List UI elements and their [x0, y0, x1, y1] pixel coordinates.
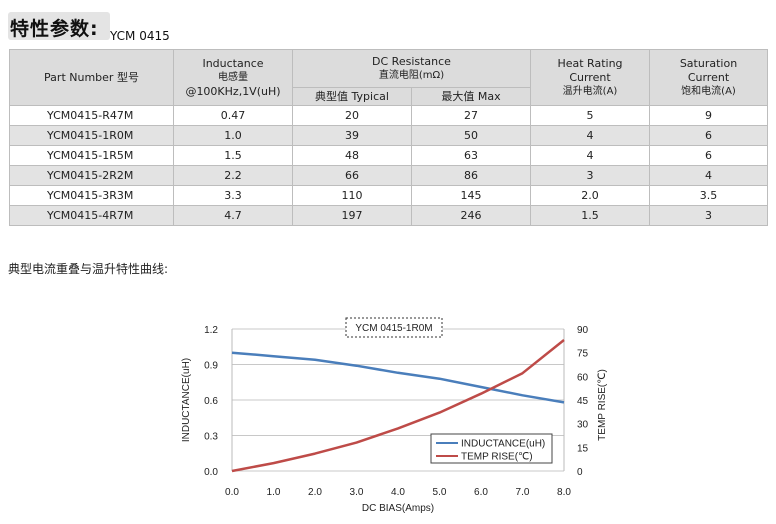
- cell-sat: 4: [649, 165, 768, 186]
- header-sat-cn: 饱和电流(A): [681, 85, 736, 97]
- x-tick-label: 4.0: [391, 487, 405, 498]
- legend-label: INDUCTANCE(uH): [461, 439, 545, 450]
- curve-title: 典型电流重叠与温升特性曲线:: [8, 262, 169, 276]
- y-right-tick-label: 60: [577, 372, 589, 383]
- x-tick-label: 3.0: [350, 487, 364, 498]
- x-tick-label: 1.0: [267, 487, 281, 498]
- table-row: YCM0415-1R0M 1.0 39 50 4 6: [9, 125, 768, 146]
- y-right-tick-label: 75: [577, 349, 589, 360]
- cell-inductance: 4.7: [173, 205, 293, 226]
- cell-dcr-max: 27: [411, 105, 531, 126]
- header-sat-en2: Current: [687, 70, 730, 84]
- y-right-tick-label: 15: [577, 443, 589, 454]
- series-line-temp-rise: [231, 339, 565, 473]
- header-inductance: Inductance 电感量 @100KHz,1V(uH): [173, 49, 293, 106]
- cell-sat: 3: [649, 205, 768, 226]
- table-row: YCM0415-4R7M 4.7 197 246 1.5 3: [9, 205, 768, 226]
- y-right-axis-label: TEMP RISE(℃): [597, 369, 608, 441]
- table-row: YCM0415-3R3M 3.3 110 145 2.0 3.5: [9, 185, 768, 206]
- y-left-tick-label: 0.0: [204, 467, 218, 478]
- header-heat-en2: Current: [569, 70, 611, 84]
- cell-dcr-typ: 20: [292, 105, 412, 126]
- x-tick-label: 8.0: [557, 487, 571, 498]
- header-dcr-cn: 直流电阻(mΩ): [378, 69, 445, 81]
- cell-part: YCM0415-4R7M: [9, 205, 174, 226]
- header-inductance-cond: @100KHz,1V(uH): [185, 84, 281, 98]
- table-row: YCM0415-R47M 0.47 20 27 5 9: [9, 105, 768, 126]
- y-left-tick-label: 0.3: [204, 432, 218, 443]
- header-heat: Heat Rating Current 温升电流(A): [530, 49, 650, 106]
- x-tick-label: 2.0: [308, 487, 322, 498]
- model-name: YCM 0415: [110, 29, 170, 43]
- cell-inductance: 0.47: [173, 105, 293, 126]
- y-left-tick-label: 0.6: [204, 396, 218, 407]
- cell-dcr-typ: 197: [292, 205, 412, 226]
- cell-dcr-max: 50: [411, 125, 531, 146]
- legend-label: TEMP RISE(℃): [461, 452, 533, 463]
- y-left-tick-label: 0.9: [204, 361, 218, 372]
- header-dcr-max: 最大值 Max: [411, 87, 531, 106]
- header-inductance-en: Inductance: [202, 56, 264, 70]
- y-left-tick-label: 1.2: [204, 325, 218, 336]
- x-tick-label: 7.0: [516, 487, 530, 498]
- cell-dcr-typ: 66: [292, 165, 412, 186]
- section-title-box: 特性参数:: [8, 12, 110, 40]
- y-right-tick-label: 0: [577, 467, 583, 478]
- header-heat-cn: 温升电流(A): [562, 85, 618, 97]
- chart-title-box: [345, 317, 443, 338]
- y-left-axis-label: INDUCTANCE(uH): [181, 358, 192, 442]
- x-axis-label: DC BIAS(Amps): [362, 503, 434, 514]
- header-dcr-en: DC Resistance: [372, 54, 451, 68]
- y-right-tick-label: 45: [577, 396, 589, 407]
- spec-table: Part Number 型号 Inductance 电感量 @100KHz,1V…: [9, 49, 768, 226]
- header-inductance-cn: 电感量: [218, 71, 248, 83]
- cell-dcr-max: 246: [411, 205, 531, 226]
- cell-heat: 1.5: [530, 205, 650, 226]
- series-line-inductance: [231, 351, 565, 404]
- y-right-tick-label: 30: [577, 420, 589, 431]
- header-heat-en1: Heat Rating: [557, 56, 623, 70]
- x-tick-label: 5.0: [433, 487, 447, 498]
- section-title: 特性参数:: [10, 18, 99, 40]
- chart-title: YCM 0415-1R0M: [355, 323, 432, 334]
- legend-box: [430, 433, 553, 464]
- x-tick-label: 6.0: [474, 487, 488, 498]
- header-sat-en1: Saturation: [679, 56, 738, 70]
- x-tick-label: 0.0: [225, 487, 239, 498]
- y-right-tick-label: 90: [577, 325, 589, 336]
- table-row: YCM0415-1R5M 1.5 48 63 4 6: [9, 145, 768, 166]
- cell-part: YCM0415-2R2M: [9, 165, 174, 186]
